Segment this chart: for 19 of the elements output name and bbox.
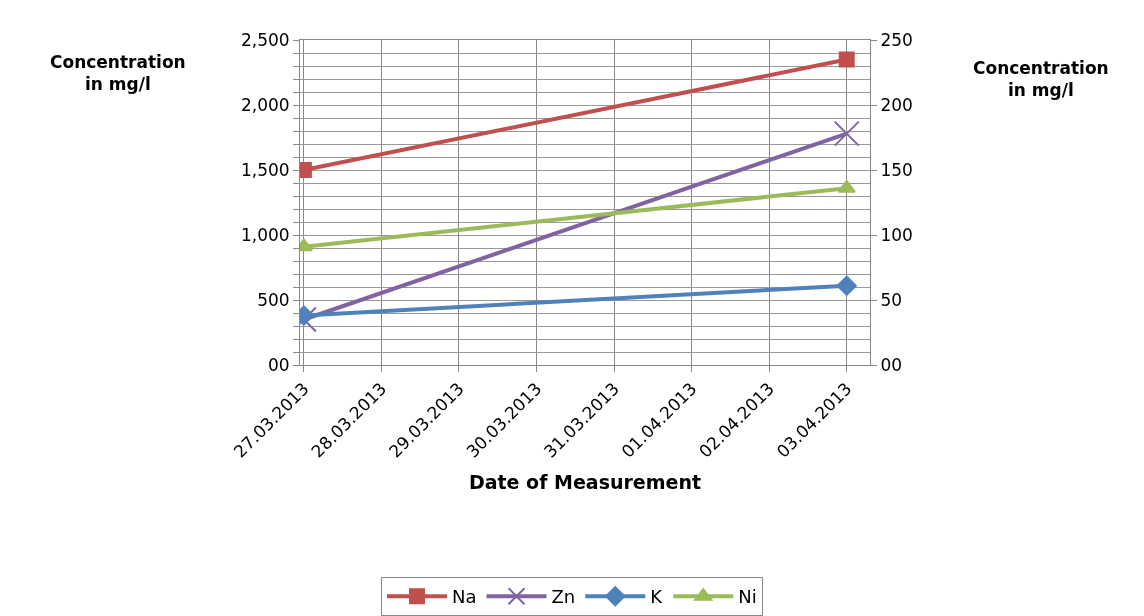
y2-axis-title: Concentration in mg/l [973, 58, 1109, 101]
y2-tick-label: 250 [880, 29, 913, 50]
legend-label: Na [452, 586, 477, 608]
y2-tick-label: 00 [880, 354, 903, 375]
legend-label: Ni [738, 586, 757, 608]
y-tick-label: 2,000 [240, 94, 290, 115]
y2-tick-label: 100 [880, 224, 913, 245]
y2-tick-label: 50 [880, 289, 903, 310]
y-tick-label: 1,500 [240, 159, 290, 180]
y2-tick-label: 150 [880, 159, 913, 180]
legend-label: K [650, 586, 664, 608]
y-tick-label: 1,000 [240, 224, 290, 245]
y-tick-label: 500 [257, 289, 290, 310]
y-tick-label: 00 [267, 354, 290, 375]
legend-label: Zn [551, 586, 576, 608]
y2-tick-label: 200 [880, 94, 913, 115]
y-axis-title: Concentration in mg/l [50, 52, 186, 95]
x-axis-title: Date of Measurement [468, 471, 702, 494]
y-tick-label: 2,500 [240, 29, 290, 50]
